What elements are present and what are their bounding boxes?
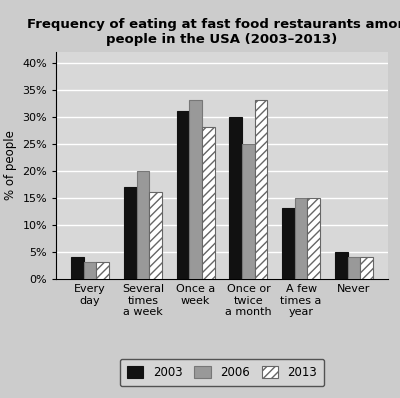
Y-axis label: % of people: % of people: [4, 130, 17, 200]
Bar: [149, 192, 162, 279]
Bar: [282, 209, 295, 279]
Bar: [255, 100, 267, 279]
Bar: [295, 197, 308, 279]
Legend: 2003, 2006, 2013: 2003, 2006, 2013: [120, 359, 324, 386]
Bar: [229, 117, 242, 279]
Bar: [71, 257, 84, 279]
Bar: [308, 197, 320, 279]
Bar: [96, 262, 109, 279]
Bar: [177, 111, 189, 279]
Bar: [84, 262, 96, 279]
Bar: [124, 187, 136, 279]
Title: Frequency of eating at fast food restaurants among
people in the USA (2003–2013): Frequency of eating at fast food restaur…: [27, 18, 400, 47]
Bar: [202, 127, 215, 279]
Bar: [242, 144, 255, 279]
Bar: [189, 100, 202, 279]
Bar: [348, 257, 360, 279]
Bar: [360, 257, 373, 279]
Bar: [335, 252, 348, 279]
Bar: [136, 171, 149, 279]
